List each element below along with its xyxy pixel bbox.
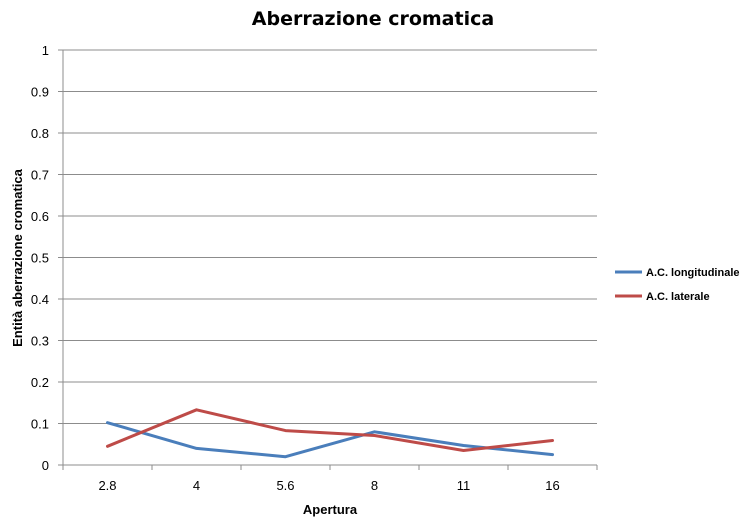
y-tick-label-1: 0.1: [31, 417, 49, 432]
y-tick-label-10: 1: [42, 43, 49, 58]
x-tick-label-0: 2.8: [98, 478, 116, 493]
x-tick-label-3: 8: [371, 478, 378, 493]
legend-label-1: A.C. laterale: [646, 291, 710, 303]
series-lines: [106, 408, 554, 459]
y-tick-label-6: 0.6: [31, 209, 49, 224]
y-tick-labels: 0 0.1 0.2 0.3 0.4 0.5 0.6 0.7 0.8 0.9 1: [31, 43, 49, 473]
legend-label-0: A.C. longitudinale: [646, 267, 740, 279]
y-tick-label-5: 0.5: [31, 251, 49, 266]
y-tick-label-7: 0.7: [31, 168, 49, 183]
x-tick-label-5: 16: [545, 478, 559, 493]
x-axis-title: Apertura: [303, 502, 358, 517]
x-tick-label-1: 4: [193, 478, 200, 493]
x-tick-label-2: 5.6: [276, 478, 294, 493]
x-tick-labels: 2.8 4 5.6 8 11 16: [98, 478, 559, 493]
series-line-0: [106, 421, 554, 459]
x-tick-label-4: 11: [457, 478, 471, 493]
axes: [58, 49, 598, 470]
grid-lines: [63, 49, 597, 424]
y-tick-label-3: 0.3: [31, 334, 49, 349]
y-tick-label-0: 0: [42, 458, 49, 473]
y-tick-label-4: 0.4: [31, 292, 49, 307]
series-line-1: [106, 408, 554, 452]
y-tick-label-8: 0.8: [31, 126, 49, 141]
y-tick-label-2: 0.2: [31, 375, 49, 390]
y-axis-title: Entità aberrazione cromatica: [10, 168, 25, 346]
chart-title: Aberrazione cromatica: [252, 8, 494, 30]
y-tick-label-9: 0.9: [31, 85, 49, 100]
legend: A.C. longitudinale A.C. laterale: [615, 267, 740, 303]
